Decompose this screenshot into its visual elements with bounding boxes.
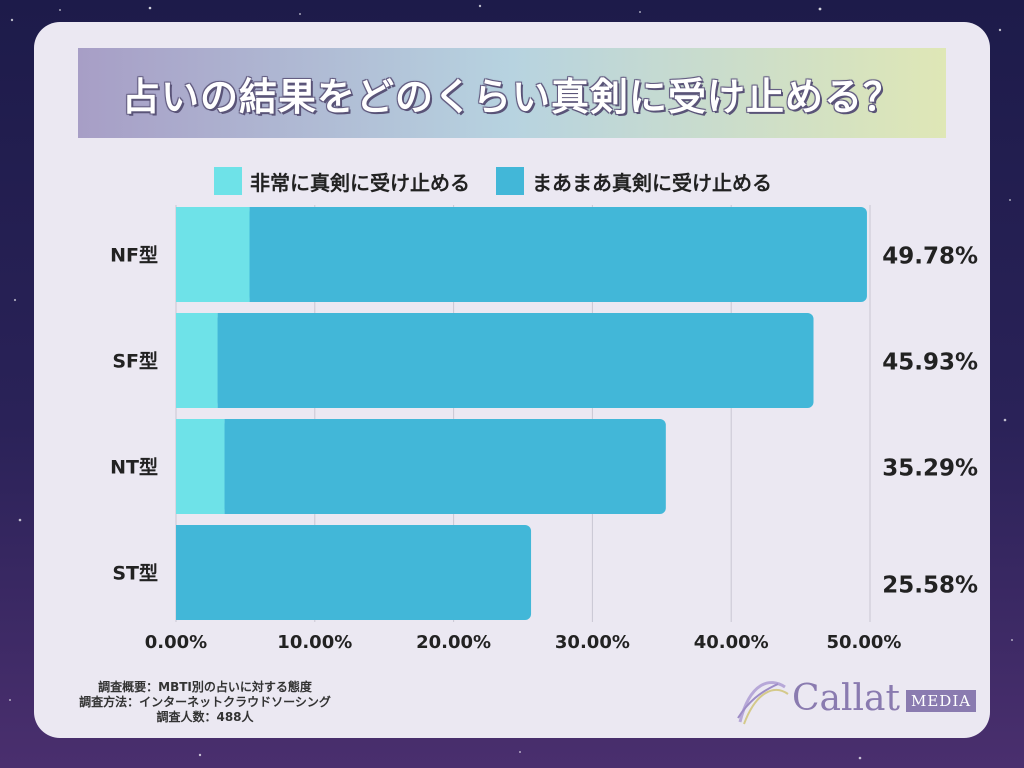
x-tick-label-3: 30.00% [555,632,630,653]
x-tick-label-4: 40.00% [694,632,769,653]
bar-very-serious-2 [176,419,225,514]
legend: 非常に真剣に受け止める まあまあ真剣に受け止める [214,166,798,196]
legend-item-somewhat-serious: まあまあ真剣に受け止める [496,167,772,196]
total-label-1: 45.93% [882,350,978,376]
legend-item-very-serious: 非常に真剣に受け止める [214,167,470,196]
footnote-line-2: 調査方法：インターネットクラウドソーシング [79,695,331,709]
total-label-2: 35.29% [882,456,978,482]
survey-footnote: 調査概要：MBTI別の占いに対する態度 調査方法：インターネットクラウドソーシン… [60,680,350,725]
bar-joint-1 [217,313,226,408]
legend-swatch-very-serious [214,167,242,195]
bar-somewhat-serious-0 [249,207,867,302]
category-label-0: NF型 [110,244,158,267]
footnote-line-3: 調査人数：488人 [156,710,254,724]
bar-joint-3 [176,525,184,620]
bar-somewhat-serious-2 [224,419,666,514]
total-label-0: 49.78% [882,244,978,270]
x-tick-label-5: 50.00% [827,632,902,653]
category-label-2: NT型 [110,456,158,479]
bar-very-serious-0 [176,207,250,302]
legend-swatch-somewhat-serious [496,167,524,195]
bar-very-serious-1 [176,313,218,408]
footnote-line-1: 調査概要：MBTI別の占いに対する態度 [98,680,312,694]
category-label-1: SF型 [112,350,158,373]
legend-label-very-serious: 非常に真剣に受け止める [250,170,470,195]
bar-joint-2 [224,419,233,514]
category-label-3: ST型 [112,562,158,585]
legend-label-somewhat-serious: まあまあ真剣に受け止める [532,170,772,195]
logo-swirl-icon [737,681,789,725]
logo-name: Callat [792,678,900,719]
title-banner: 占いの結果をどのくらい真剣に受け止める？ [78,48,946,138]
x-tick-label-2: 20.00% [416,632,491,653]
logo-badge: MEDIA [906,690,977,712]
total-label-3: 25.58% [882,573,978,599]
chart-title: 占いの結果をどのくらい真剣に受け止める？ [121,74,902,119]
bar-somewhat-serious-3 [176,525,532,620]
callat-media-logo: Callat MEDIA [730,672,980,732]
bar-joint-0 [249,207,258,302]
bar-somewhat-serious-1 [217,313,814,408]
x-tick-label-1: 10.00% [277,632,352,653]
x-tick-label-0: 0.00% [145,632,207,653]
